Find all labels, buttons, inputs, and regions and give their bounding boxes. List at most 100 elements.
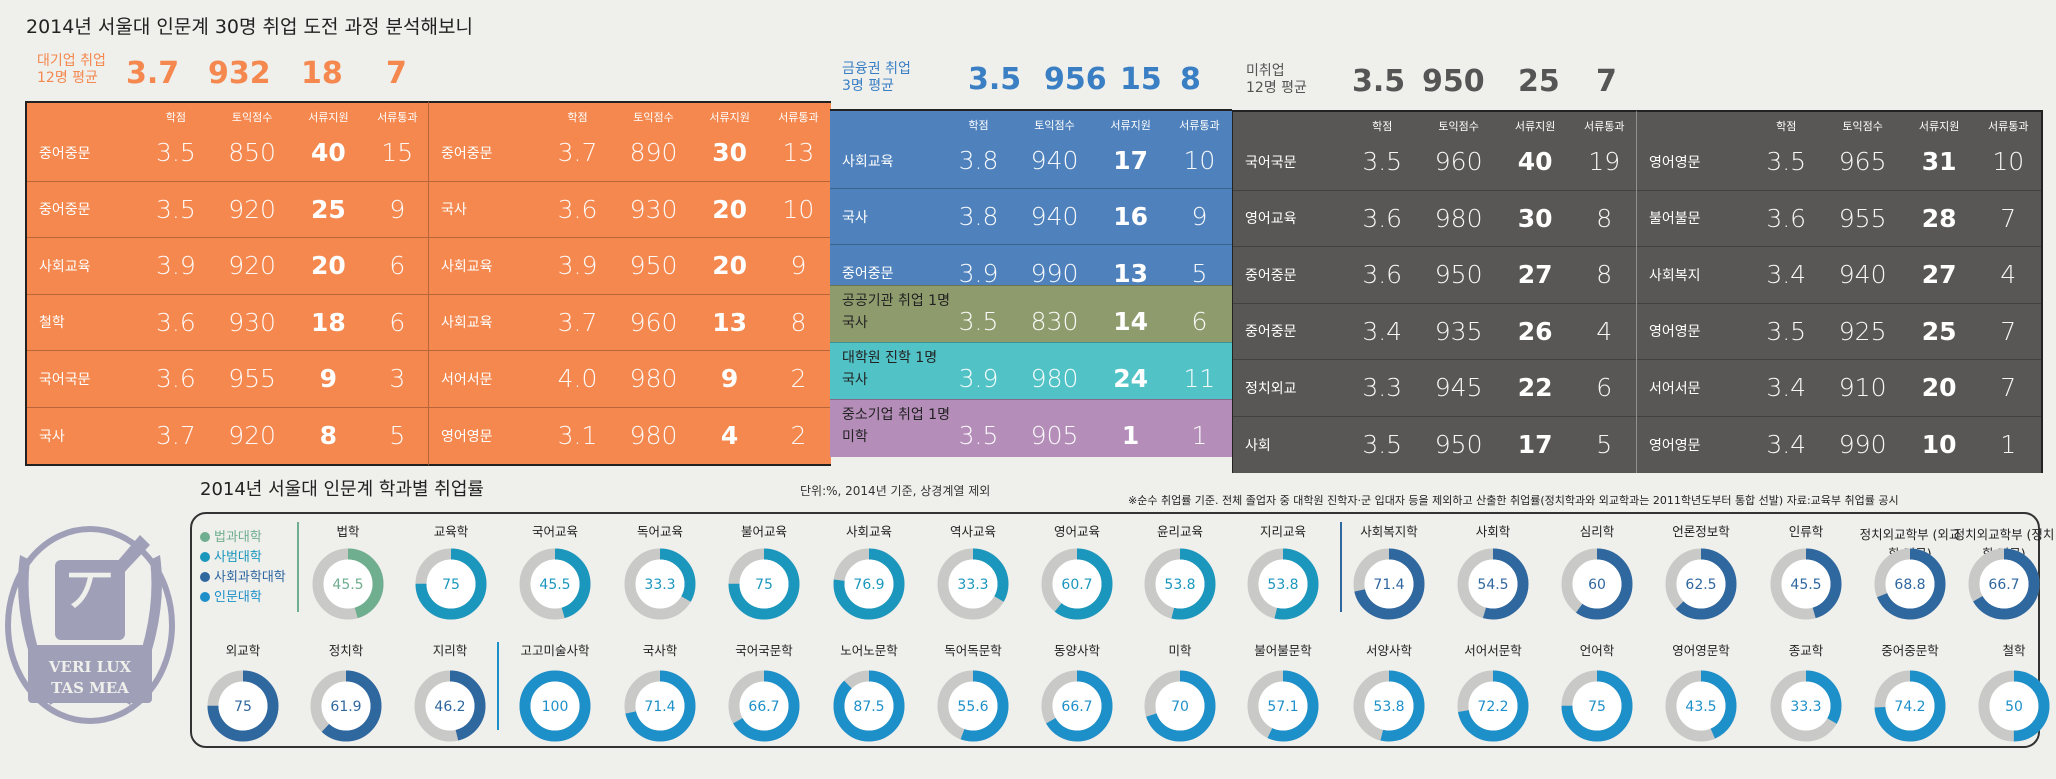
large-table-right: 학점 토익점수 서류지원 서류통과 중어중문 3.7 890 30 13 국사 3.6 930 20 10… [428,101,831,466]
toeic-value: 935 [1434,316,1483,346]
donut-chart: 76.9 [831,546,907,622]
donut-svg: 74.2 [1874,670,1946,742]
toeic-value: 990 [1838,430,1887,460]
donut-center [321,681,371,731]
donut-value-arc [519,548,591,620]
donut-center [323,559,373,609]
toeic-value: 950 [1434,260,1483,290]
donut-value-arc [1874,548,1946,620]
large-pass-avg: 7 [386,56,407,91]
apply-count: 27 [1921,260,1957,290]
college-divider [497,642,499,730]
donut-chart: 45.5 [517,546,593,622]
dept-name: 서어서문 [1649,380,1701,397]
donut-chart: 57.1 [1245,668,1321,744]
table-row: 중어중문 3.9 990 13 5 [830,245,1232,301]
toeic-value: 955 [1838,203,1887,233]
toeic-value: 830 [1030,307,1079,336]
donut-label: 외교학 [225,643,261,658]
dept-name: 중어중문 [1245,267,1297,284]
donut-label: 사회학 [1475,524,1511,539]
pass-count: 1 [1191,421,1208,450]
colheader-apply: 서류지원 [1110,119,1151,132]
donut-value-arc [1247,548,1319,620]
donut-label: 교육학 [433,524,469,539]
donut-value-arc [624,670,696,742]
gpa-value: 3.6 [155,364,196,394]
donut-label: 인류학 [1788,524,1824,539]
table-row: 영어영문 3.5 965 31 10 [1637,134,2041,191]
donut-value-label: 75 [1588,699,1606,715]
donut-chart: 54.5 [1455,546,1531,622]
donut-value-arc [1457,548,1529,620]
dept-name: 사회 [1245,437,1271,454]
donut-label: 국어국문학 [735,643,793,658]
college-legend: 법과대학 사범대학 사회과학대학 인문대학 [200,528,286,608]
table-row: 국사 3.9 980 24 11 [830,343,1232,400]
unemployed-table-right: 학점 토익점수 서류지원 서류통과 영어영문 3.5 965 31 10 불어불문 3.6 955 28… [1636,110,2043,473]
donut-label: 언론정보학 [1672,524,1730,539]
donut-center [1468,559,1518,609]
donut-center [530,559,580,609]
dept-name: 영어영문 [1649,154,1701,171]
donut-value-arc [1144,548,1216,620]
donut-center [635,681,685,731]
table-row: 국사 3.6 930 20 10 [429,182,831,238]
finance-label: 금융권 취업 3명 평균 [842,61,911,95]
gpa-value: 3.3 [1362,373,1403,403]
large-label2: 12명 평균 [37,70,98,86]
donut-svg: 33.3 [1770,670,1842,742]
rate-panel [190,512,2040,748]
donut-label: 영어영문학 [1672,643,1730,658]
pass-count: 7 [2000,316,2017,346]
donut-svg: 46.2 [414,670,486,742]
donut-chart: 45.5 [310,546,386,622]
dept-name: 중어중문 [1245,324,1297,341]
donut-value-label: 100 [542,699,569,715]
donut-center [425,681,475,731]
gpa-value: 3.6 [1766,203,1807,233]
pass-count: 4 [2000,260,2017,290]
table-row: 영어영문 3.5 925 25 7 [1637,304,2041,360]
large-table-right-header: 학점 토익점수 서류지원 서류통과 [429,103,831,125]
donut-svg: 68.8 [1874,548,1946,620]
apply-count: 17 [1113,146,1148,175]
donut-svg: 61.9 [310,670,382,742]
colheader-toeic: 토익점수 [1438,120,1479,133]
donut-svg: 71.4 [624,670,696,742]
donut-chart: 75 [1559,668,1635,744]
donut-label: 영어교육 [1053,524,1100,539]
pass-count: 3 [389,364,406,394]
dept-name: 국사 [842,314,868,331]
donut-svg: 57.1 [1247,670,1319,742]
colheader-pass: 서류통과 [778,111,819,124]
donut-svg: 75 [207,670,279,742]
donut-value-label: 61.9 [330,699,361,715]
dept-name: 국사 [441,202,467,219]
toeic-value: 905 [1030,421,1079,450]
donut-value-arc [624,548,696,620]
colheader-gpa: 학점 [165,111,186,124]
toeic-value: 955 [228,364,276,394]
dept-name: 국어국문 [39,371,91,388]
donut-value-arc [1561,548,1633,620]
donut-chart: 66.7 [726,668,802,744]
donut-value-arc [415,548,487,620]
apply-count: 17 [1517,430,1553,460]
apply-count: 9 [720,364,739,394]
toeic-value: 925 [1838,316,1887,346]
donut-label: 고고미술사학 [520,643,590,658]
large-gpa-avg: 3.7 [126,56,180,91]
dept-name: 중어중문 [39,145,91,162]
donut-center [1155,681,1205,731]
donut-center [844,559,894,609]
finance-table-header: 학점 토익점수 서류지원 서류통과 [830,111,1232,133]
table-row: 사회교육 3.9 920 20 6 [27,238,430,295]
apply-count: 13 [1113,258,1148,288]
toeic-value: 940 [1838,260,1887,290]
apply-count: 13 [712,307,747,337]
donut-svg: 43.5 [1665,670,1737,742]
donut-chart: 66.7 [1039,668,1115,744]
legend-dot [200,552,210,562]
pass-count: 6 [1596,373,1613,403]
